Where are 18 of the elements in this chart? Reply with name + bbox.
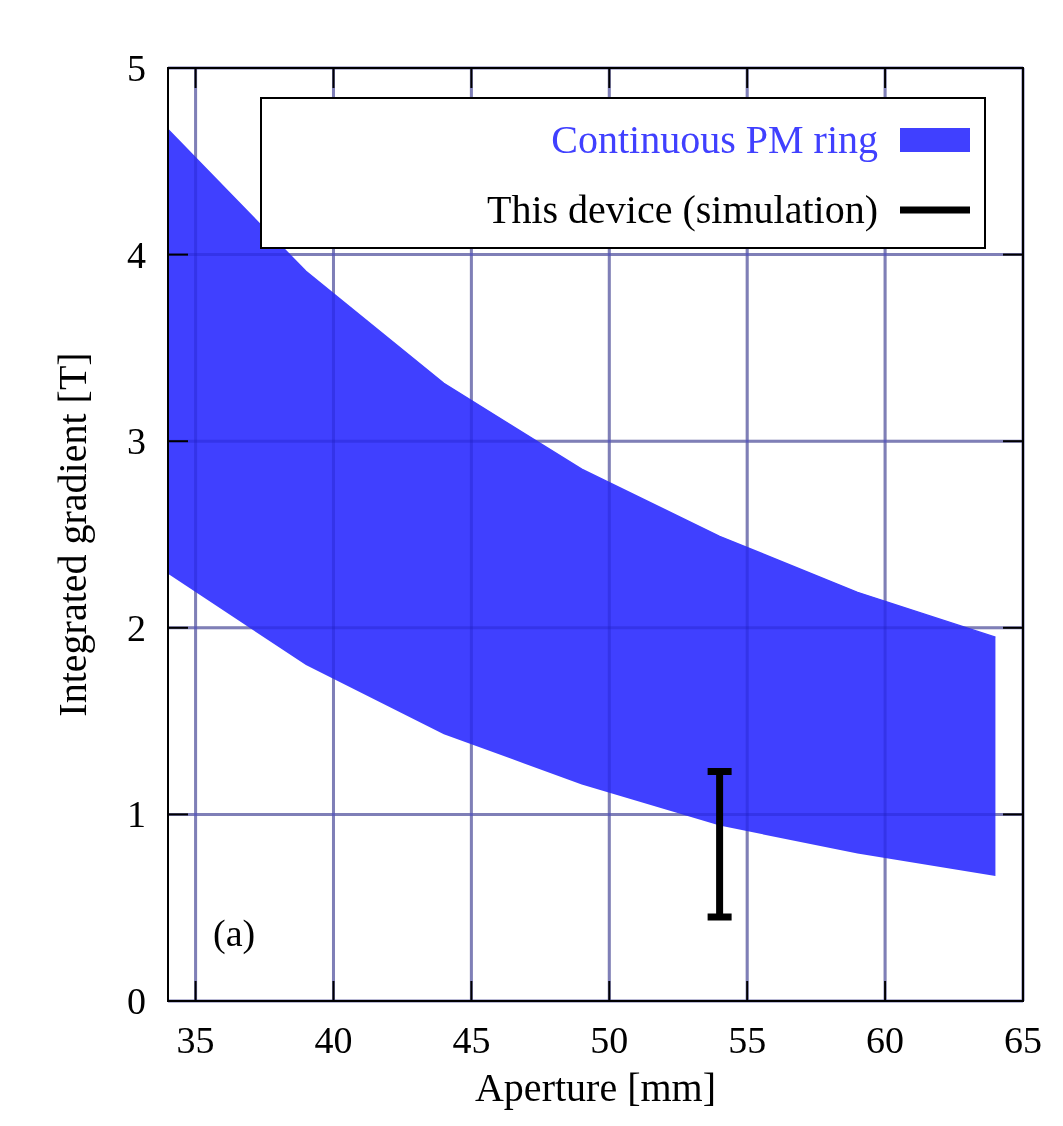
y-tick-label: 0 — [127, 980, 146, 1022]
x-tick-label: 60 — [866, 1019, 905, 1061]
y-tick-label: 4 — [127, 233, 146, 276]
x-tick-label: 45 — [452, 1019, 491, 1061]
x-axis-title: Aperture [mm] — [474, 1065, 717, 1110]
y-tick-label: 3 — [127, 420, 146, 463]
y-axis-title: Integrated gradient [T] — [50, 352, 95, 717]
y-tick-label: 1 — [127, 793, 146, 836]
legend-label: Continuous PM ring — [551, 117, 878, 162]
x-tick-label: 65 — [1004, 1019, 1042, 1061]
legend-label: This device (simulation) — [486, 187, 878, 232]
annotation: (a) — [213, 912, 256, 955]
x-tick-label: 35 — [176, 1019, 215, 1061]
x-tick-label: 55 — [728, 1019, 767, 1061]
x-tick-label: 40 — [314, 1019, 353, 1061]
y-tick-label: 5 — [127, 47, 146, 89]
x-tick-label: 50 — [590, 1019, 629, 1061]
y-tick-label: 2 — [127, 606, 146, 649]
